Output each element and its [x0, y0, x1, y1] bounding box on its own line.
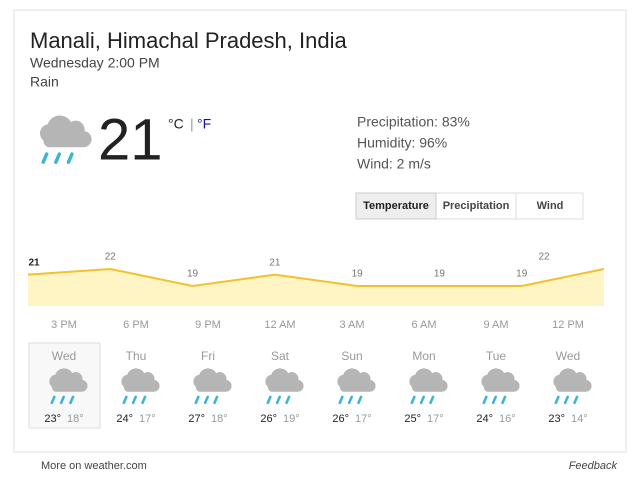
hour-label: 6 PM: [123, 319, 149, 331]
daily-forecast: Wed 23° 18° Thu 24° 17° Fri 27° 18° Sat 26° 19° Sun 2…: [44, 349, 593, 425]
hour-label: 9 AM: [483, 319, 508, 331]
card: [13, 9, 627, 453]
datetime: Wednesday 2:00 PM: [30, 55, 160, 71]
hour-label: 9 PM: [195, 319, 221, 331]
tab-selected[interactable]: [355, 192, 437, 220]
day-high: 23°: [44, 413, 61, 425]
day-name: Wed: [52, 349, 76, 363]
day-low: 17°: [427, 413, 444, 425]
day-high: 23°: [548, 413, 565, 425]
day-name: Sat: [271, 349, 290, 363]
detail: Wind: 2 m/s: [357, 156, 431, 172]
temperature-area: [28, 269, 604, 306]
hour-value: 21: [28, 257, 40, 268]
hour-value: 22: [105, 252, 117, 263]
feedback-link[interactable]: Feedback: [569, 460, 618, 472]
hour-value: 22: [538, 252, 550, 263]
tab[interactable]: Precipitation: [443, 200, 510, 212]
detail: Humidity: 96%: [357, 135, 447, 151]
day-high: 24°: [116, 413, 133, 425]
day-high: 25°: [404, 413, 421, 425]
day-low: 16°: [499, 413, 516, 425]
tab[interactable]: Wind: [537, 200, 564, 212]
detail: Precipitation: 83%: [357, 114, 470, 130]
day-name: Fri: [201, 349, 215, 363]
day-high: 24°: [476, 413, 493, 425]
day-low: 14°: [571, 413, 588, 425]
tab[interactable]: Temperature: [363, 200, 429, 212]
day-low: 19°: [283, 413, 300, 425]
hour-value: 19: [187, 269, 199, 280]
more-link[interactable]: More on weather.com: [41, 460, 147, 472]
condition: Rain: [30, 74, 59, 90]
day-name: Mon: [412, 349, 435, 363]
day-high: 26°: [332, 413, 349, 425]
current-temperature: 21: [98, 107, 163, 172]
hour-label: 12 PM: [552, 319, 584, 331]
day-name: Sun: [341, 349, 362, 363]
hour-label: 3 PM: [51, 319, 77, 331]
day-low: 17°: [355, 413, 372, 425]
hour-value: 21: [269, 257, 281, 268]
day-name: Thu: [126, 349, 147, 363]
day-low: 18°: [67, 413, 84, 425]
hour-label: 12 AM: [264, 319, 295, 331]
day-low: 17°: [139, 413, 156, 425]
hour-value: 19: [516, 269, 528, 280]
day-low: 18°: [211, 413, 228, 425]
day-name: Wed: [556, 349, 580, 363]
unit-f[interactable]: °F: [197, 116, 211, 132]
hour-label: 6 AM: [411, 319, 436, 331]
temperature-line: [27, 267, 605, 288]
unit-c[interactable]: °C: [168, 116, 184, 132]
day-name: Tue: [486, 349, 507, 363]
hour-value: 19: [352, 269, 364, 280]
hour-value: 19: [434, 269, 446, 280]
hour-label: 3 AM: [339, 319, 364, 331]
location: Manali, Himachal Pradesh, India: [30, 28, 347, 53]
day-high: 27°: [188, 413, 205, 425]
unit-separator: |: [190, 116, 194, 132]
temperature-graph: 21 22 19 21 19 19 19 22 3 PM 6 PM 9 PM 12 AM 3 AM 6 A…: [27, 252, 605, 331]
day-high: 26°: [260, 413, 277, 425]
